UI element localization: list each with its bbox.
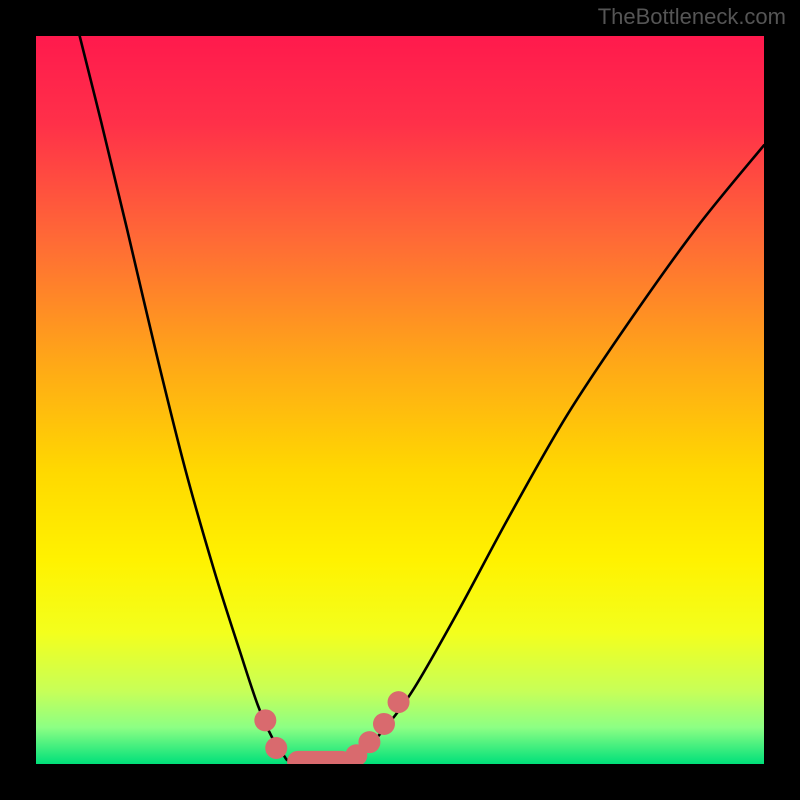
marker-dot: [388, 691, 410, 713]
chart-svg: [36, 36, 764, 764]
marker-dot: [358, 731, 380, 753]
marker-dot: [265, 737, 287, 759]
watermark-text: TheBottleneck.com: [598, 4, 786, 30]
marker-dot: [254, 709, 276, 731]
marker-dot: [373, 713, 395, 735]
chart-frame: TheBottleneck.com: [0, 0, 800, 800]
gradient-background: [36, 36, 764, 764]
plot-area: [36, 36, 764, 764]
